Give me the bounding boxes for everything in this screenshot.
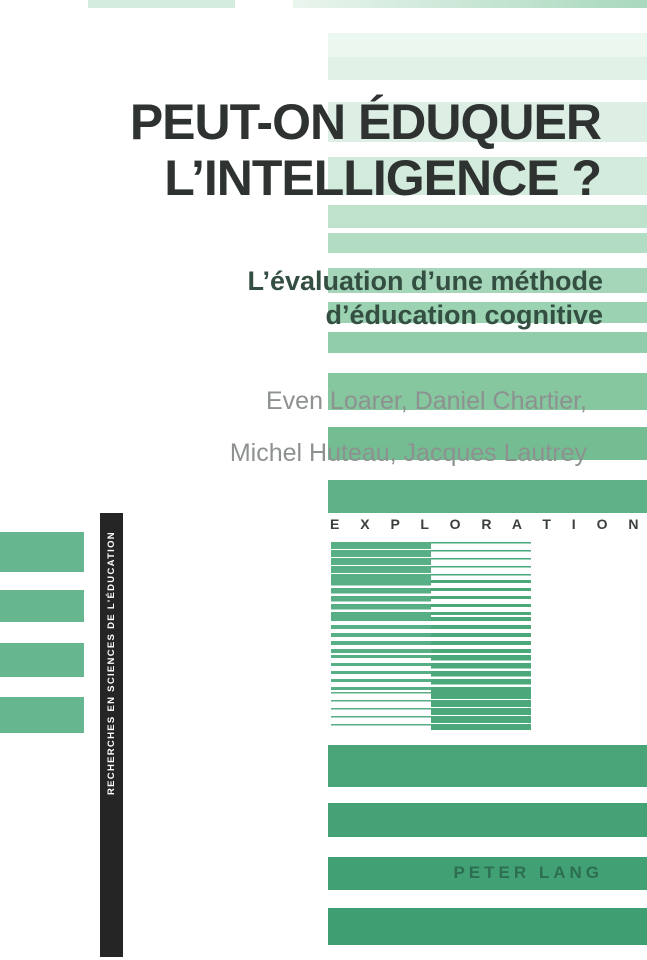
bg-stripe — [328, 33, 647, 57]
bg-stripe — [328, 102, 647, 142]
bg-stripe — [328, 427, 647, 460]
bg-stripe — [328, 857, 647, 890]
publisher-name: PETER LANG — [453, 863, 603, 882]
pattern-left-segment — [331, 579, 431, 618]
bg-stripe — [293, 0, 647, 8]
book-title: PEUT-ON ÉDUQUER L’INTELLIGENCE ? — [129, 94, 602, 206]
left-bg-stripe — [0, 697, 84, 733]
pattern-right-segment — [431, 692, 531, 730]
pattern-left-segment — [331, 617, 431, 655]
authors-line-2: Michel Huteau, Jacques Lautrey — [229, 439, 587, 467]
bg-stripe — [88, 0, 235, 8]
spine-bar — [100, 513, 123, 957]
gradient-stripe-pattern-block — [331, 542, 531, 730]
subtitle-line-1: L’évaluation d’une méthode — [247, 266, 603, 296]
bg-stripe — [328, 157, 647, 195]
left-bg-stripe — [0, 532, 84, 572]
bg-stripe — [328, 205, 647, 228]
bg-stripe — [328, 373, 647, 410]
pattern-right-segment — [431, 579, 531, 618]
left-bg-stripe — [0, 590, 84, 622]
left-bg-stripe — [0, 643, 84, 677]
pattern-right-segment — [431, 654, 531, 693]
bg-stripe — [328, 803, 647, 837]
series-label: E X P L O R A T I O N — [330, 516, 647, 532]
pattern-right-segment — [431, 617, 531, 655]
subtitle-line-2: d’éducation cognitive — [325, 300, 603, 330]
pattern-left-segment — [331, 542, 431, 580]
pattern-left-segment — [331, 654, 431, 693]
spine-series-text: RECHERCHES EN SCIENCES DE L'ÉDUCATION — [106, 531, 117, 795]
bg-stripe — [328, 480, 647, 513]
pattern-right-segment — [431, 542, 531, 580]
bg-stripe — [328, 908, 647, 945]
title-line-1: PEUT-ON ÉDUQUER — [129, 94, 602, 150]
book-subtitle: L’évaluation d’une méthode d’éducation c… — [247, 264, 603, 332]
bg-stripe — [328, 268, 647, 293]
pattern-left-segment — [331, 692, 431, 730]
authors: Even Loarer, Daniel Chartier, Michel Hut… — [230, 375, 587, 479]
bg-stripe — [328, 233, 647, 253]
bg-stripe — [328, 332, 647, 353]
bg-stripe — [328, 745, 647, 787]
title-line-2: L’INTELLIGENCE ? — [164, 150, 602, 206]
bg-stripe — [328, 57, 647, 80]
authors-line-1: Even Loarer, Daniel Chartier, — [265, 387, 587, 415]
bg-stripe — [328, 302, 647, 323]
